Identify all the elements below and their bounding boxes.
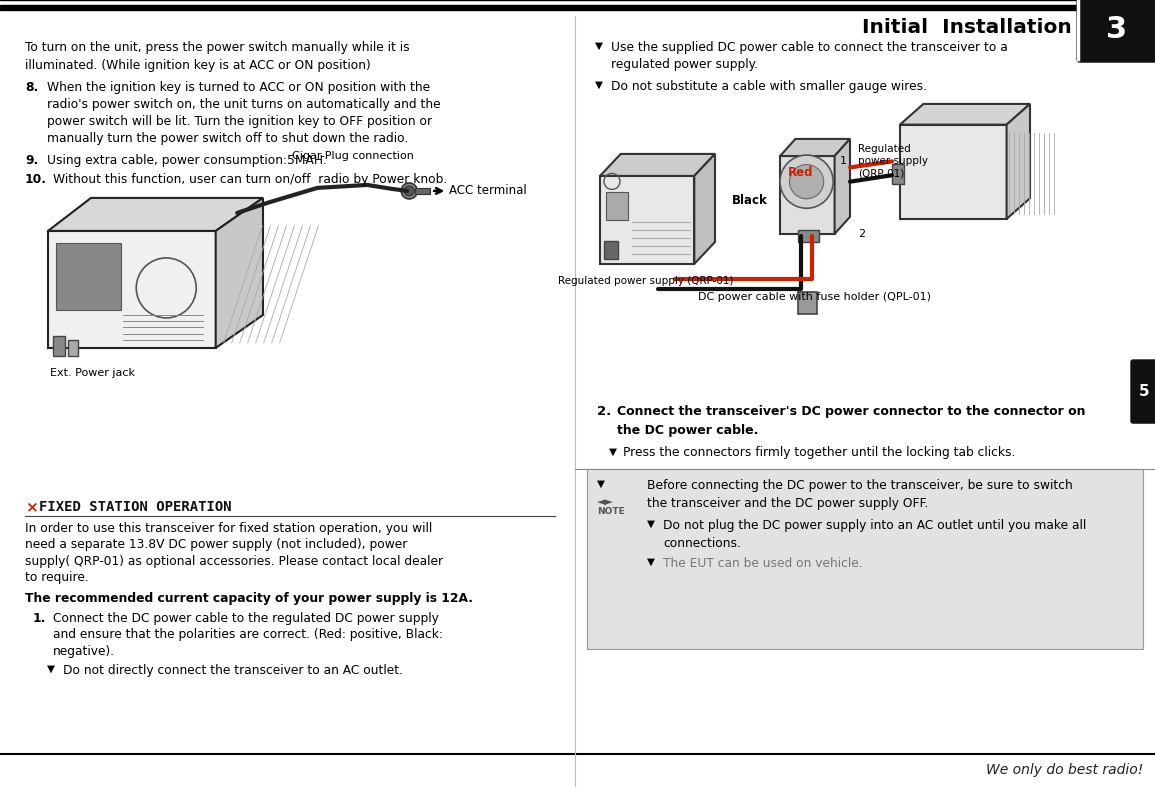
Text: connections.: connections. [663, 537, 740, 550]
Text: and ensure that the polarities are correct. (Red: positive, Black:: and ensure that the polarities are corre… [53, 628, 442, 641]
Circle shape [401, 183, 417, 199]
Text: ▼: ▼ [597, 479, 605, 489]
Text: to require.: to require. [25, 571, 89, 584]
Bar [797, 230, 819, 242]
Circle shape [790, 164, 824, 199]
Text: Connect the DC power cable to the regulated DC power supply: Connect the DC power cable to the regula… [53, 611, 439, 625]
Bar [55, 243, 120, 310]
Text: ◄►: ◄► [597, 497, 614, 507]
Text: ▼: ▼ [647, 519, 655, 529]
Polygon shape [694, 154, 715, 264]
Text: ⨯: ⨯ [25, 500, 38, 515]
Bar [780, 156, 835, 234]
Text: ▼: ▼ [595, 41, 603, 51]
Text: the DC power cable.: the DC power cable. [617, 424, 759, 438]
Text: 10.: 10. [25, 173, 47, 186]
Text: Red: Red [788, 166, 813, 179]
FancyBboxPatch shape [1076, 0, 1155, 62]
Polygon shape [216, 198, 263, 348]
Text: radio's power switch on, the unit turns on automatically and the: radio's power switch on, the unit turns … [47, 98, 440, 111]
Text: Before connecting the DC power to the transceiver, be sure to switch: Before connecting the DC power to the tr… [647, 479, 1073, 492]
Text: Without this function, user can turn on/off  radio by Power knob.: Without this function, user can turn on/… [53, 173, 447, 186]
Text: Initial  Installation: Initial Installation [863, 18, 1072, 37]
Text: Do not directly connect the transceiver to an AC outlet.: Do not directly connect the transceiver … [64, 664, 403, 678]
Bar [587, 469, 1143, 649]
Text: ▼: ▼ [595, 80, 603, 90]
Polygon shape [900, 104, 1030, 124]
Circle shape [404, 186, 415, 196]
Bar [892, 164, 904, 184]
Text: Regulated
power supply
(QRP-01): Regulated power supply (QRP-01) [858, 144, 927, 179]
Text: 1: 1 [840, 156, 847, 166]
Bar [604, 241, 618, 259]
Text: Black: Black [732, 194, 768, 207]
Text: negative).: negative). [53, 645, 116, 658]
Polygon shape [599, 154, 715, 176]
Text: Regulated power supply (QRP-01): Regulated power supply (QRP-01) [558, 276, 733, 286]
Circle shape [780, 155, 833, 209]
Text: Using extra cable, power consumption:5MAH.: Using extra cable, power consumption:5MA… [47, 154, 327, 167]
Text: Do not plug the DC power supply into an AC outlet until you make all: Do not plug the DC power supply into an … [663, 519, 1086, 532]
Text: ▼: ▼ [647, 557, 655, 567]
Text: Press the connectors firmly together until the locking tab clicks.: Press the connectors firmly together unt… [623, 446, 1015, 460]
Polygon shape [780, 139, 850, 156]
Text: Do not substitute a cable with smaller gauge wires.: Do not substitute a cable with smaller g… [611, 80, 927, 93]
Text: Use the supplied DC power cable to connect the transceiver to a: Use the supplied DC power cable to conne… [611, 41, 1008, 54]
Text: 2.: 2. [597, 405, 611, 419]
Text: manually turn the power switch off to shut down the radio.: manually turn the power switch off to sh… [47, 132, 408, 145]
Bar [68, 340, 79, 356]
Bar [0, 5, 1155, 10]
Text: The recommended current capacity of your power supply is 12A.: The recommended current capacity of your… [25, 592, 474, 604]
Bar [606, 192, 628, 220]
FancyBboxPatch shape [1131, 360, 1155, 423]
Text: need a separate 13.8V DC power supply (not included), power: need a separate 13.8V DC power supply (n… [25, 538, 408, 551]
Polygon shape [835, 139, 850, 234]
Text: supply( QRP-01) as optional accessories. Please contact local dealer: supply( QRP-01) as optional accessories.… [25, 555, 444, 567]
Text: regulated power supply.: regulated power supply. [611, 58, 758, 71]
Text: 3: 3 [1106, 15, 1127, 44]
Text: ▼: ▼ [609, 446, 617, 456]
Text: We only do best radio!: We only do best radio! [985, 763, 1143, 777]
Text: Cigar-Plug connection: Cigar-Plug connection [292, 151, 415, 161]
Text: ACC terminal: ACC terminal [449, 184, 527, 198]
Bar [415, 188, 430, 194]
Text: To turn on the unit, press the power switch manually while it is: To turn on the unit, press the power swi… [25, 41, 410, 54]
Text: When the ignition key is turned to ACC or ON position with the: When the ignition key is turned to ACC o… [47, 81, 430, 94]
Text: 9.: 9. [25, 154, 38, 167]
Bar [53, 336, 65, 356]
Text: FIXED STATION OPERATION: FIXED STATION OPERATION [39, 500, 232, 514]
Bar [797, 292, 817, 314]
Bar [900, 124, 1007, 219]
Polygon shape [1007, 104, 1030, 219]
Text: Connect the transceiver's DC power connector to the connector on: Connect the transceiver's DC power conne… [617, 405, 1086, 419]
Bar [49, 231, 216, 348]
Text: In order to use this transceiver for fixed station operation, you will: In order to use this transceiver for fix… [25, 522, 432, 534]
Text: the transceiver and the DC power supply OFF.: the transceiver and the DC power supply … [647, 497, 929, 510]
Text: Ext. Power jack: Ext. Power jack [50, 368, 135, 378]
Bar [599, 176, 694, 264]
Text: 5: 5 [1139, 384, 1149, 399]
Text: ▼: ▼ [47, 664, 55, 674]
Text: 2: 2 [858, 229, 865, 239]
Text: illuminated. (While ignition key is at ACC or ON position): illuminated. (While ignition key is at A… [25, 59, 371, 72]
Text: The EUT can be used on vehicle.: The EUT can be used on vehicle. [663, 557, 863, 570]
Text: DC power cable with fuse holder (QPL-01): DC power cable with fuse holder (QPL-01) [699, 292, 931, 302]
Text: 1.: 1. [33, 611, 46, 625]
Text: power switch will be lit. Turn the ignition key to OFF position or: power switch will be lit. Turn the ignit… [47, 115, 432, 128]
Text: NOTE: NOTE [597, 507, 625, 516]
Polygon shape [49, 198, 263, 231]
Text: 8.: 8. [25, 81, 38, 94]
